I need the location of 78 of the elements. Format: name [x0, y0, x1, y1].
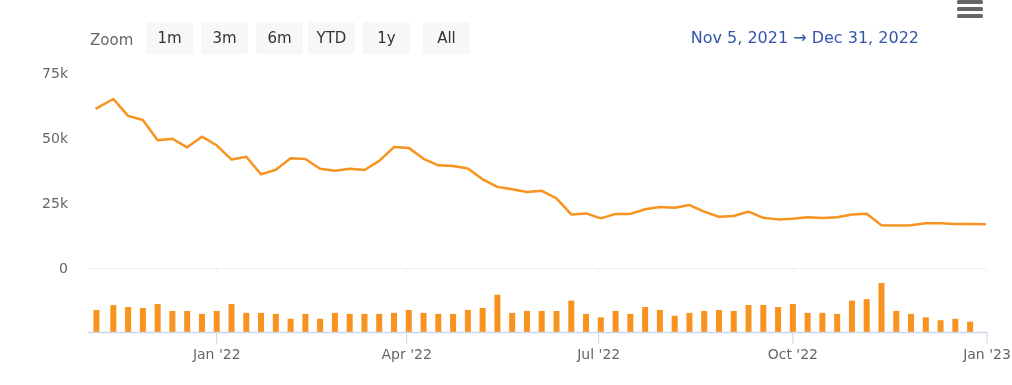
bar	[568, 300, 575, 332]
bar	[317, 318, 324, 332]
bar	[169, 310, 176, 332]
text: 1y	[377, 29, 396, 47]
text: 6m	[267, 29, 292, 47]
bar	[479, 307, 486, 332]
bar	[745, 305, 752, 332]
bar	[583, 313, 590, 332]
bar	[671, 315, 678, 332]
bar	[656, 309, 663, 332]
bar	[834, 313, 841, 332]
bar	[125, 307, 132, 332]
text: Nov 5, 2021 → Dec 31, 2022	[690, 28, 919, 47]
text: All	[437, 29, 456, 47]
bar	[93, 309, 100, 332]
text: 1m	[157, 29, 182, 47]
bar	[287, 318, 294, 332]
bar	[346, 313, 353, 332]
bar	[627, 313, 634, 332]
y-tick-label: 0	[59, 259, 68, 276]
bar	[228, 304, 235, 332]
bar	[642, 307, 649, 332]
bar	[184, 310, 191, 332]
text: Zoom	[90, 31, 134, 49]
bar	[686, 312, 693, 332]
bar	[405, 309, 412, 332]
bar	[922, 317, 929, 332]
bar	[272, 313, 279, 332]
bar	[213, 310, 220, 332]
bar	[789, 304, 796, 332]
x-tick-label: Apr '22	[381, 346, 432, 362]
x-tick-label: Oct '22	[767, 346, 819, 362]
bar	[775, 307, 782, 332]
bar	[893, 310, 900, 332]
bar	[258, 312, 265, 332]
bar	[730, 310, 737, 332]
x-tick-label: Jan '22	[191, 346, 241, 362]
bar	[435, 313, 442, 332]
bar	[878, 283, 885, 332]
text: 3m	[212, 29, 237, 47]
bar	[848, 300, 855, 332]
bar	[139, 307, 146, 332]
bar	[464, 309, 471, 332]
bar	[804, 312, 811, 332]
bar	[937, 320, 944, 332]
bar	[701, 310, 708, 332]
bar	[361, 313, 368, 332]
bar	[450, 313, 457, 332]
line-series	[95, 97, 987, 227]
x-tick-label: Jan '23	[962, 346, 1011, 362]
bar	[376, 313, 383, 332]
y-tick-label: 25k	[42, 194, 69, 211]
bar	[494, 294, 501, 332]
y-tick-label: 50k	[42, 129, 69, 146]
bar	[760, 305, 767, 332]
text: YTD	[315, 29, 347, 47]
bar	[597, 317, 604, 332]
bar	[420, 312, 427, 332]
bar	[952, 318, 959, 332]
bar	[523, 310, 530, 332]
bar	[391, 312, 397, 332]
bar	[538, 310, 545, 332]
y-tick-label: 75k	[42, 64, 69, 81]
bar	[154, 304, 161, 332]
bar	[198, 313, 205, 332]
bar	[967, 321, 974, 332]
bar	[715, 309, 722, 332]
bar	[509, 312, 516, 332]
bar	[243, 312, 250, 332]
x-tick-label: Jul '22	[576, 346, 621, 362]
bar	[302, 313, 309, 332]
bar	[612, 310, 619, 332]
bar	[553, 310, 560, 332]
bar	[908, 313, 915, 332]
bar	[331, 312, 338, 332]
bar	[110, 305, 117, 332]
bar	[819, 312, 826, 332]
bar	[863, 299, 870, 332]
